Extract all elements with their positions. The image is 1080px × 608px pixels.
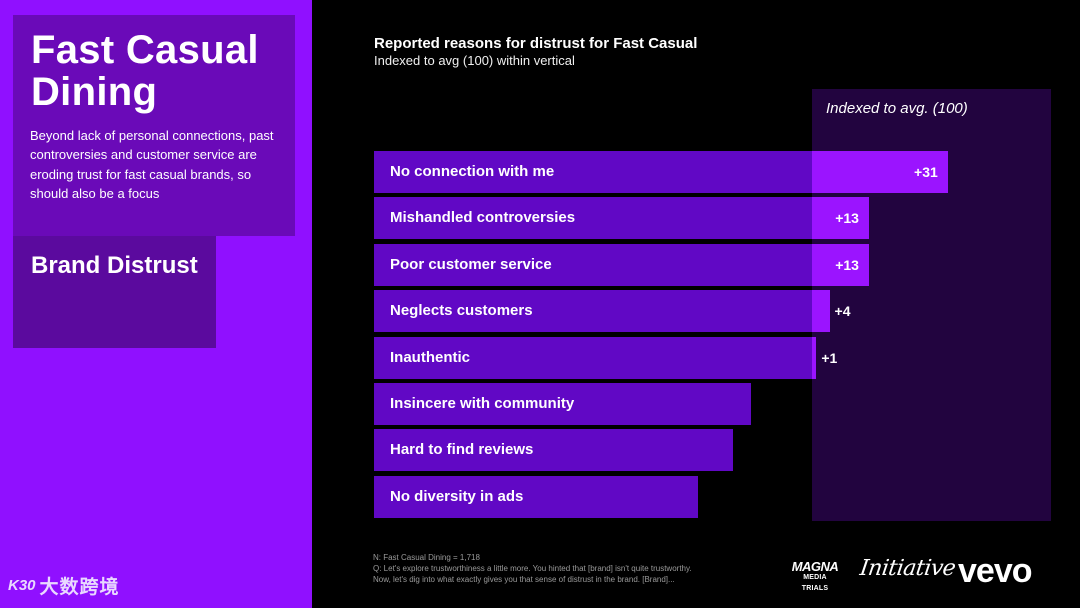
initiative-logo: Initiative xyxy=(858,556,957,581)
watermark-logo: K30 xyxy=(8,577,36,594)
bar: Inauthentic xyxy=(374,336,812,379)
index-label: Indexed to avg. (100) xyxy=(826,100,968,117)
bar-excess xyxy=(812,336,817,379)
bar-excess xyxy=(812,290,830,333)
bar-label: No diversity in ads xyxy=(390,487,524,505)
watermark: K30 大数跨境 xyxy=(8,572,120,599)
value-label: +31 xyxy=(914,164,938,180)
magna-logo-subtitle: MEDIA TRIALS xyxy=(801,574,829,592)
page-title: Fast Casual Dining xyxy=(31,28,259,114)
bar: No diversity in ads xyxy=(374,475,699,518)
title-card: Fast Casual Dining Beyond lack of person… xyxy=(13,15,295,236)
bar: Insincere with community xyxy=(374,383,751,425)
value-label: +4 xyxy=(834,303,851,320)
page-description: Beyond lack of personal connections, pas… xyxy=(30,128,274,201)
value-label: +1 xyxy=(821,349,838,366)
section-title: Brand Distrust xyxy=(31,252,198,279)
chart-subtitle: Indexed to avg (100) within vertical xyxy=(374,53,575,68)
bar-label: Insincere with community xyxy=(390,395,575,412)
left-panel: Fast Casual Dining Beyond lack of person… xyxy=(0,0,312,608)
bar-label: Hard to find reviews xyxy=(390,441,534,459)
vevo-logo: vevo xyxy=(958,552,1032,590)
bar: Hard to find reviews xyxy=(374,429,734,472)
bar: Neglects customers xyxy=(374,290,812,333)
bar-label: No connection with me xyxy=(390,163,555,180)
footnote-question-1: Q: Let's explore trustworthiness a littl… xyxy=(373,564,692,573)
bar: No connection with me xyxy=(374,151,812,193)
bar-excess: +13 xyxy=(812,243,869,286)
bar: Poor customer service xyxy=(374,243,812,286)
bar-label: Inauthentic xyxy=(390,348,471,366)
magna-logo: MAGNA MEDIA TRIALS xyxy=(790,559,840,594)
bar-excess: +31 xyxy=(812,151,948,193)
bar-label: Mishandled controversies xyxy=(390,209,576,227)
footnote-question-2: Now, let's dig into what exactly gives y… xyxy=(373,575,675,584)
bar: Mishandled controversies xyxy=(374,197,812,240)
footnote: N: Fast Casual Dining = 1,718 Q: Let's e… xyxy=(373,552,773,585)
chart-title: Reported reasons for distrust for Fast C… xyxy=(374,35,698,52)
bar-label: Neglects customers xyxy=(390,302,533,320)
value-label: +13 xyxy=(835,256,859,273)
bar-label: Poor customer service xyxy=(390,255,552,273)
section-card: Brand Distrust xyxy=(13,236,216,348)
bar-excess: +13 xyxy=(812,197,869,240)
value-label: +13 xyxy=(835,210,859,227)
footnote-sample: N: Fast Casual Dining = 1,718 xyxy=(373,553,480,562)
magna-logo-title: MAGNA xyxy=(791,559,839,574)
watermark-text: 大数跨境 xyxy=(39,577,120,598)
